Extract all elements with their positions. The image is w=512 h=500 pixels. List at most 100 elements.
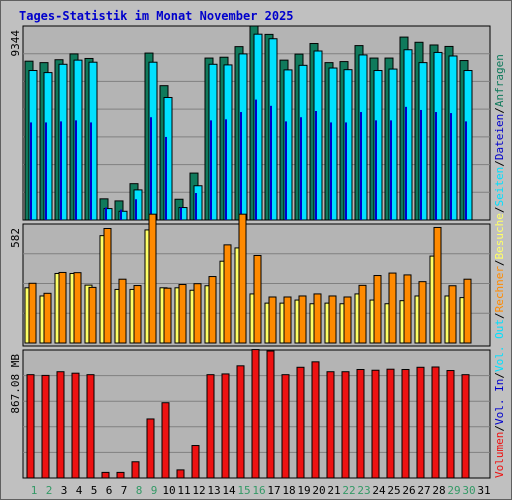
bar-files-day-19 [300,117,302,220]
bar-sites-day-21 [328,295,337,344]
bar-sites-day-9 [148,213,157,344]
bar-volume-day-22 [341,371,350,479]
x-tick-day-8: 8 [136,484,143,497]
x-tick-day-19: 19 [297,484,310,497]
bar-files-day-13 [210,120,212,220]
legend-separator: / [493,160,506,167]
x-tick-day-29: 29 [447,484,460,497]
bar-pages-day-25 [388,68,398,221]
x-tick-day-16: 16 [252,484,265,497]
bar-sites-day-10 [163,287,172,344]
legend-anfragen: Anfragen [493,54,506,107]
legend-separator: / [493,312,506,319]
bar-volume-day-21 [326,371,335,479]
right-legend: Volumen/Vol. In/Vol. Out/Rechner/Besuche… [493,54,506,478]
x-tick-day-27: 27 [417,484,430,497]
right-legend-text: Volumen/Vol. In/Vol. Out/Rechner/Besuche… [493,54,506,478]
panel-visits: 582 [9,213,491,347]
x-tick-day-11: 11 [177,484,190,497]
bar-pages-day-23 [358,54,368,221]
bar-files-day-25 [390,120,392,220]
bar-files-day-1 [30,122,32,220]
x-tick-day-3: 3 [61,484,68,497]
bar-volume-day-17 [266,350,275,479]
legend-vol-in: Vol. In [493,379,506,425]
bar-files-day-14 [225,119,227,220]
x-tick-day-28: 28 [432,484,445,497]
bar-pages-day-3 [58,63,68,221]
legend-separator: / [493,425,506,432]
bar-pages-day-4 [73,59,83,221]
x-tick-day-20: 20 [312,484,325,497]
bar-volume-day-15 [236,365,245,479]
bar-sites-day-4 [73,272,82,344]
bar-files-day-10 [165,136,167,220]
x-tick-day-26: 26 [402,484,415,497]
bar-volume-day-2 [41,374,50,479]
bar-volume-day-29 [446,370,455,479]
bar-pages-day-17 [268,38,278,221]
bar-files-day-15 [240,112,242,220]
y-axis-max-label: 9344 [9,30,22,57]
bar-pages-day-1 [28,70,38,221]
panel-volume: 867.08 MB [9,349,491,479]
bar-pages-day-5 [88,61,98,221]
legend-separator: / [493,206,506,213]
bar-volume-day-3 [56,371,65,479]
bar-sites-day-7 [118,278,127,344]
x-axis-day-labels: 1 2 3 4 5 6 7 8 9 10 11 12 13 14 15 16 17 18 19 20 21 22 23 24 2… [31,484,491,497]
x-tick-day-1: 1 [31,484,38,497]
bar-files-day-22 [345,122,347,220]
bar-volume-day-19 [296,366,305,479]
bar-sites-day-6 [103,227,112,344]
bar-sites-day-2 [43,292,52,344]
bar-files-day-3 [60,121,62,220]
bar-sites-day-8 [133,285,142,344]
bar-files-day-4 [75,120,77,220]
x-tick-day-12: 12 [192,484,205,497]
bar-files-day-26 [405,106,407,220]
y-axis-max-label: 582 [9,228,22,248]
bar-sites-day-12 [193,283,202,344]
bar-sites-day-17 [268,296,277,344]
bar-files-day-18 [285,121,287,220]
bar-sites-day-25 [388,272,397,344]
bar-pages-day-8 [133,189,143,221]
x-tick-day-24: 24 [372,484,386,497]
bar-sites-day-1 [28,282,37,344]
legend-separator: / [493,372,506,379]
bar-volume-day-4 [71,372,80,479]
bar-volume-day-1 [26,374,35,479]
x-tick-day-6: 6 [106,484,113,497]
bar-volume-day-6 [101,471,110,479]
bar-files-day-7 [120,209,122,220]
legend-separator: / [493,259,506,266]
bar-volume-day-11 [176,469,185,479]
y-axis-max-label: 867.08 MB [9,354,22,414]
bar-pages-day-26 [403,49,413,221]
bar-volume-day-13 [206,374,215,479]
legend-vol-out: Vol. Out [493,319,506,372]
bar-pages-day-10 [163,97,173,221]
bar-pages-day-7 [118,210,128,221]
x-tick-day-2: 2 [46,484,53,497]
bar-pages-day-28 [433,51,443,221]
bar-sites-day-29 [448,285,457,344]
bar-files-day-27 [420,109,422,220]
bar-files-day-8 [135,199,137,220]
bar-volume-day-7 [116,471,125,479]
bar-pages-day-21 [328,67,338,221]
bar-pages-day-16 [253,33,263,221]
bar-pages-day-20 [313,50,323,221]
bar-files-day-28 [435,112,437,220]
panel-requests: 9344 [9,25,491,221]
bar-volume-day-12 [191,445,200,479]
x-tick-day-5: 5 [91,484,98,497]
bar-sites-day-28 [433,226,442,344]
bar-pages-day-27 [418,62,428,221]
x-tick-day-31: 31 [477,484,490,497]
bar-files-day-9 [150,117,152,220]
x-tick-day-21: 21 [327,484,340,497]
bar-volume-day-16 [251,349,260,479]
bar-sites-day-26 [403,274,412,344]
